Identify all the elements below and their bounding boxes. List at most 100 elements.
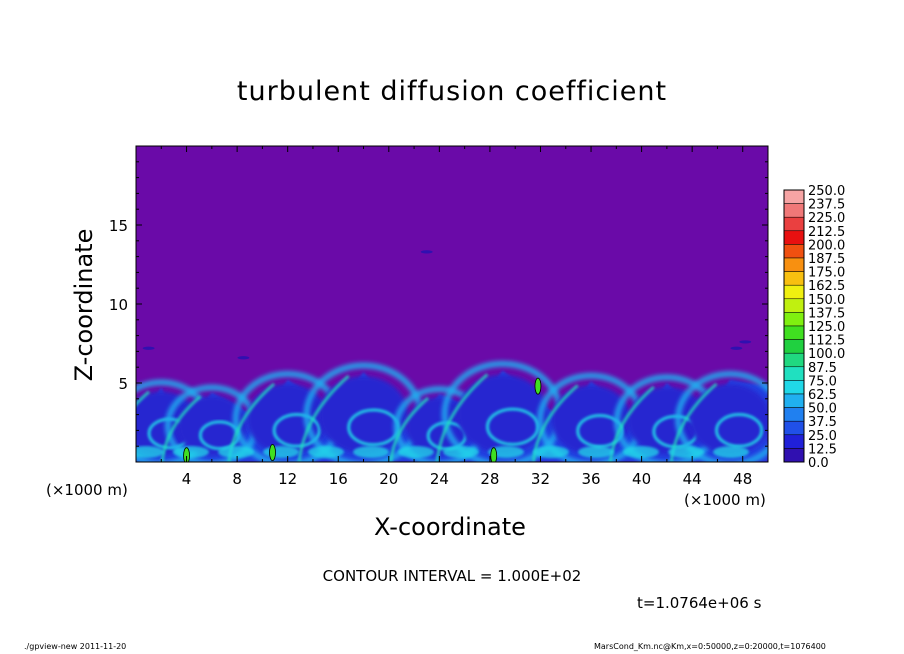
surface-streak	[443, 446, 479, 458]
surface-streak	[308, 446, 344, 458]
surface-streak	[533, 446, 569, 458]
colorbar-swatch	[783, 380, 805, 395]
x-tick-label: 36	[581, 470, 600, 488]
colorbar: 250.0237.5225.0212.5200.0187.5175.0162.5…	[783, 184, 845, 471]
colorbar-swatch	[783, 393, 805, 408]
colorbar-label: 137.5	[808, 306, 845, 321]
eddy-core	[627, 386, 706, 455]
y-tick-label: 5	[118, 375, 128, 393]
colorbar-label: 25.0	[808, 429, 837, 444]
y-axis-label: Z-coordinate	[70, 228, 98, 382]
x-tick-label: 44	[683, 470, 702, 488]
eddy-filament	[435, 373, 489, 462]
colorbar-label: 75.0	[808, 374, 837, 389]
x-axis: 4 8 12 16 20 24 28 32 36 40 44 48	[160, 146, 752, 488]
colorbar-label: 150.0	[808, 293, 845, 308]
surface-streak	[263, 446, 299, 458]
colorbar-swatch	[783, 216, 805, 232]
surface-streak	[578, 446, 614, 458]
x-tick-label: 40	[632, 470, 651, 488]
eddy-core	[551, 385, 631, 455]
x-tick-label: 20	[379, 470, 398, 488]
time-label: t=1.0764e+06 s	[637, 594, 762, 612]
colorbar-swatch	[783, 339, 805, 354]
eddy-ring-inner	[272, 413, 321, 448]
colorbar-label: 225.0	[808, 211, 845, 226]
x-tick-label: 8	[232, 470, 242, 488]
surface-streak	[173, 446, 209, 458]
colorbar-label: 100.0	[808, 347, 845, 362]
colorbar-label: 237.5	[808, 198, 845, 213]
x-tick-label: 32	[531, 470, 550, 488]
colorbar-swatch	[783, 434, 805, 449]
eddy-core	[689, 383, 768, 455]
eddy-core	[177, 395, 247, 456]
contour-interval-label: CONTOUR INTERVAL = 1.000E+02	[322, 567, 582, 585]
x-tick-label: 48	[733, 470, 752, 488]
colorbar-label: 212.5	[808, 225, 845, 240]
colorbar-label: 125.0	[808, 320, 845, 335]
colorbar-swatch	[783, 366, 805, 381]
colorbar-swatch	[783, 420, 805, 436]
x-unit-label-right: (×1000 m)	[684, 491, 766, 509]
isolated-patch	[739, 340, 752, 344]
isolated-patch	[420, 250, 433, 254]
colorbar-label: 187.5	[808, 252, 845, 267]
colorbar-frame	[783, 189, 805, 463]
colorbar-swatch	[783, 284, 805, 300]
colorbar-label: 200.0	[808, 238, 845, 253]
x-tick-label: 28	[480, 470, 499, 488]
surface-streak	[353, 446, 389, 458]
x-tick-label: 16	[329, 470, 348, 488]
surface-streak	[623, 446, 659, 458]
colorbar-swatch	[783, 448, 805, 463]
surface-streak	[713, 446, 749, 458]
colorbar-label: 37.5	[808, 415, 837, 430]
x-unit-label-left: (×1000 m)	[46, 481, 128, 499]
colorbar-label: 50.0	[808, 402, 837, 417]
surface-streak	[218, 446, 254, 458]
eddy-filament	[389, 396, 430, 462]
isolated-patch	[142, 346, 155, 350]
y-tick-label: 10	[109, 296, 128, 314]
x-tick-label: 12	[278, 470, 297, 488]
contour-speck	[183, 447, 190, 462]
eddy-core	[318, 376, 409, 454]
x-axis-label: X-coordinate	[374, 513, 526, 541]
colorbar-swatch	[783, 407, 805, 422]
surface-streak	[136, 446, 164, 458]
surface-streak	[398, 446, 434, 458]
isolated-patch	[730, 346, 743, 350]
isolated-patch	[237, 356, 250, 360]
colorbar-swatch	[783, 189, 805, 204]
colorbar-swatch	[783, 352, 805, 368]
colorbar-swatch	[783, 244, 805, 259]
colorbar-label: 112.5	[808, 334, 845, 349]
eddy-filament	[160, 395, 202, 462]
colorbar-swatch	[783, 203, 805, 218]
surface-streak	[668, 446, 704, 458]
colorbar-swatch	[783, 312, 805, 327]
x-tick-label: 24	[430, 470, 449, 488]
colorbar-swatch	[783, 257, 805, 272]
x-tick-label: 4	[182, 470, 192, 488]
eddy-core	[457, 374, 548, 454]
colorbar-label: 12.5	[808, 442, 837, 457]
contour-speck	[490, 447, 498, 462]
footer-left: ./gpview-new 2011-11-20	[24, 642, 127, 651]
contour-speck	[534, 377, 542, 395]
contour-speck	[269, 444, 276, 461]
y-tick-label: 15	[109, 217, 128, 235]
chart-title: turbulent diffusion coefficient	[236, 76, 668, 107]
turbulent-layer	[136, 250, 768, 462]
footer-right: MarsCond_Km.nc@Km,x=0:50000,z=0:20000,t=…	[594, 642, 826, 651]
eddy-filament	[136, 390, 151, 407]
y-axis: 5 10 15	[109, 161, 768, 447]
colorbar-label: 162.5	[808, 279, 845, 294]
colorbar-swatch	[783, 230, 805, 245]
colorbar-label: 87.5	[808, 361, 837, 376]
eddy-ring-outer	[675, 370, 768, 462]
colorbar-swatch	[783, 325, 805, 340]
colorbar-label: 175.0	[808, 266, 845, 281]
